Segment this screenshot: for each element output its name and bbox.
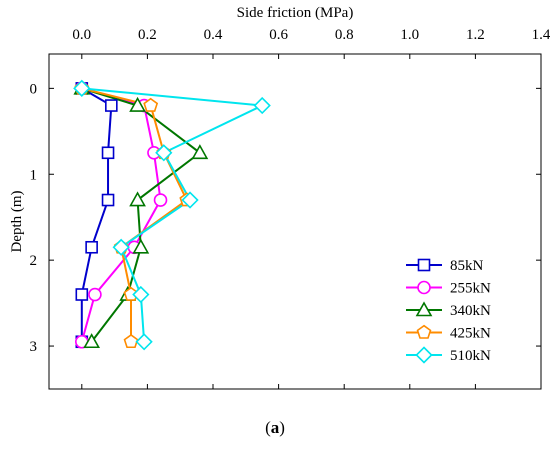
data-point-510kN — [155, 144, 173, 162]
x-tick-label: 0.0 — [72, 27, 91, 43]
legend-label-255kN: 255kN — [450, 281, 491, 297]
y-axis-title: Depth (m) — [9, 190, 25, 252]
legend-label-425kN: 425kN — [450, 326, 491, 342]
figure-caption: (a) — [0, 418, 550, 438]
x-tick-label: 0.8 — [335, 27, 354, 43]
caption-letter: a — [270, 418, 280, 437]
y-tick-label: 0 — [30, 81, 38, 97]
legend-label-85kN: 85kN — [450, 258, 484, 274]
data-point-340kN — [129, 96, 146, 112]
data-point-510kN — [112, 238, 130, 256]
series-line-425kN — [81, 87, 189, 342]
x-tick-label: 0.4 — [204, 27, 223, 43]
y-tick-label: 3 — [30, 339, 38, 355]
y-tick-label: 1 — [30, 167, 38, 183]
legend-marker-85kN — [417, 258, 431, 272]
data-point-510kN — [73, 79, 91, 97]
legend-marker-255kN — [417, 280, 431, 295]
data-point-425kN — [143, 97, 159, 112]
data-point-340kN — [83, 333, 101, 349]
data-point-510kN — [135, 333, 153, 351]
data-point-85kN — [101, 146, 115, 160]
data-point-85kN — [101, 193, 115, 207]
legend-marker-425kN — [416, 324, 432, 339]
x-tick-label: 1.2 — [466, 27, 485, 43]
data-point-340kN — [132, 238, 150, 254]
x-tick-label: 0.2 — [138, 27, 157, 43]
series-line-85kN — [80, 87, 113, 342]
series-line-510kN — [81, 87, 266, 342]
data-point-510kN — [253, 96, 271, 115]
data-point-85kN — [75, 288, 89, 301]
data-point-425kN — [123, 333, 139, 349]
legend-label-510kN: 510kN — [450, 348, 491, 364]
data-point-255kN — [88, 287, 102, 302]
x-tick-label: 1.4 — [532, 27, 550, 43]
data-point-510kN — [132, 285, 150, 304]
y-tick-label: 2 — [30, 253, 38, 269]
x-tick-label: 0.6 — [269, 27, 288, 43]
x-axis-title: Side friction (MPa) — [237, 5, 354, 21]
caption-open: ( — [265, 418, 271, 437]
legend-marker-340kN — [415, 301, 433, 317]
caption-close: ) — [279, 418, 285, 437]
legend-marker-510kN — [415, 346, 433, 364]
legend-label-340kN: 340kN — [450, 303, 491, 319]
data-point-340kN — [129, 191, 146, 207]
data-point-85kN — [85, 240, 98, 254]
data-point-85kN — [105, 99, 118, 112]
data-point-510kN — [181, 191, 199, 209]
data-point-340kN — [191, 144, 209, 160]
plot-frame — [48, 53, 542, 390]
x-tick-label: 1.0 — [400, 27, 419, 43]
side-friction-chart: 0.0 0.2 0.4 0.6 0.8 1.0 1.2 1.4 0 1 2 3 Side frictio… — [9, 5, 550, 390]
data-point-255kN — [153, 193, 168, 207]
